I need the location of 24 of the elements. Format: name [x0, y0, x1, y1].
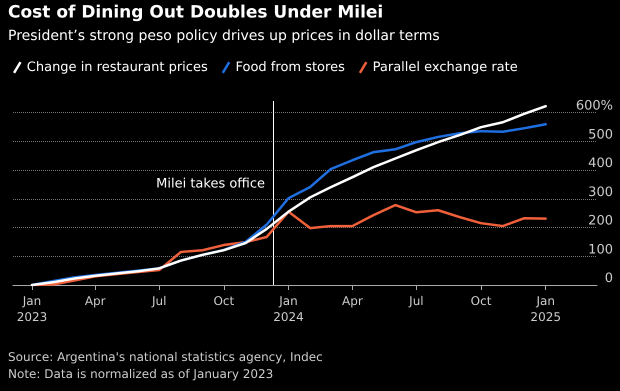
source-note: Source: Argentina's national statistics agency, Indec	[8, 350, 323, 364]
chart-subtitle: President’s strong peso policy drives up prices in dollar terms	[8, 28, 440, 44]
legend-label: Food from stores	[236, 60, 346, 75]
legend-label: Change in restaurant prices	[26, 60, 208, 75]
x-tick-label: Oct	[213, 294, 234, 308]
x-tick-label: Apr	[84, 294, 106, 308]
x-tick-label: Jul	[150, 294, 166, 308]
x-tick-label: Oct	[470, 294, 492, 308]
text: Note: Data is normalized as of January 2023	[8, 367, 274, 381]
y-tick-label: 300	[588, 184, 613, 200]
chart-title: Cost of Dining Out Doubles Under Milei	[8, 2, 384, 22]
x-tick-label: Jan 2024	[273, 294, 304, 324]
y-tick-label: 0	[604, 271, 613, 286]
ref-line-label: Milei takes office	[156, 176, 266, 192]
y-tick-label: 200	[588, 214, 613, 228]
y-tick-label: 500	[588, 127, 613, 142]
y-tick-label: 100	[588, 242, 613, 258]
legend-label: Parallel exchange rate	[372, 60, 518, 75]
x-tick-label: Jan 2023	[16, 294, 48, 324]
x-tick-label: Jul	[408, 294, 424, 308]
x-tick-label: Apr	[342, 294, 363, 308]
x-tick-label: Jan 2025	[530, 294, 561, 324]
y-tick-label: 600%	[576, 98, 613, 114]
y-tick-label: 400	[588, 156, 613, 171]
